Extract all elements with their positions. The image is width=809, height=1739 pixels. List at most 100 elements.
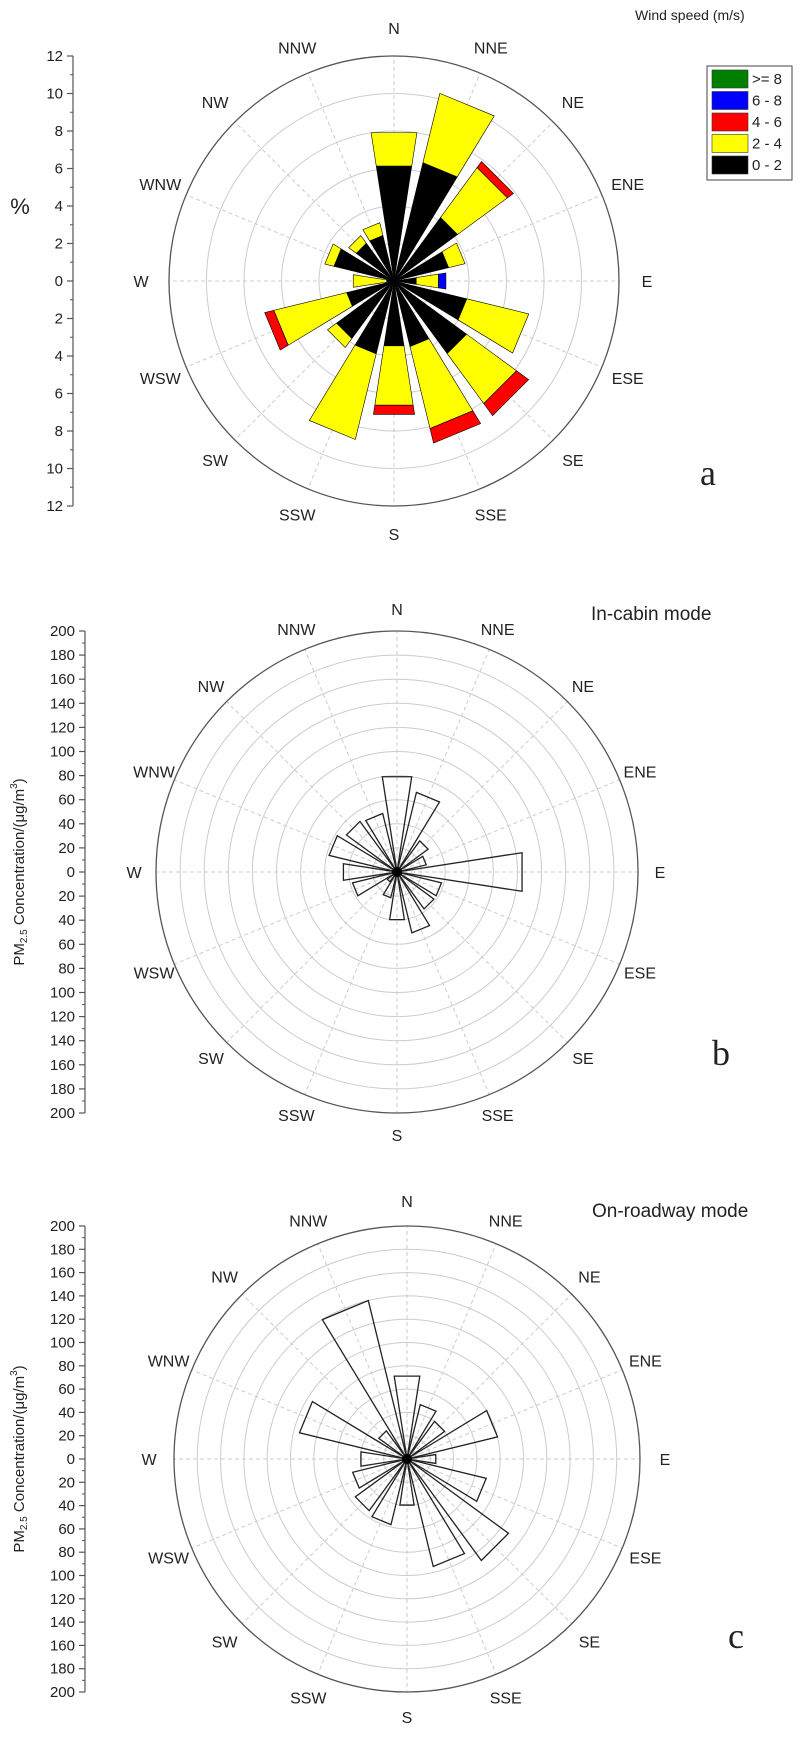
direction-label-nne: NNE [474,40,508,57]
y-axis-label-part: ) [11,1365,28,1370]
axis-tick-label: 180 [50,1081,75,1098]
grid-ring [266,1318,548,1600]
direction-label-n: N [401,1194,413,1211]
direction-label-wnw: WNW [139,177,182,194]
rose-chart-c: NNNENEENEEESESESSESSSWSWWSWWWNWNWNNW2001… [9,1194,749,1727]
legend-label: >= 8 [752,71,782,88]
axis-tick-label: 8 [55,423,63,440]
direction-label-s: S [402,1710,413,1727]
panel-label: a [700,453,716,493]
direction-label-s: S [389,527,400,544]
grid-spoke [406,1369,623,1460]
y-axis-label: PM2.5 Concentration/(μg/m3) [9,778,30,965]
grid-spoke [396,649,490,873]
direction-label-nne: NNE [481,622,515,639]
grid-spoke [174,871,398,965]
grid-ring [220,1272,594,1646]
axis-tick-label: 0 [67,864,75,881]
axis-tick-label: 80 [58,960,75,977]
direction-label-se: SE [572,1051,593,1068]
grid-spoke [396,779,620,873]
bar-wnw [328,834,398,873]
axis-tick-label: 12 [46,498,63,515]
bar-se [406,1458,510,1562]
bar-ese [396,871,443,897]
y-axis-label-subscript: 2.5 [19,929,30,943]
direction-label-sw: SW [198,1051,225,1068]
direction-label-ssw: SSW [278,1108,315,1125]
axis-tick-label: 100 [50,1568,75,1585]
grid-spoke [226,871,398,1043]
y-axis-label-part: PM [11,943,28,966]
direction-label-nnw: NNW [277,622,316,639]
grid-ring [206,93,582,469]
bar-wsw [351,1458,408,1489]
grid-ring [336,1388,478,1530]
bar-s [399,1458,415,1506]
grid-ring [179,654,615,1090]
grid-ring [251,726,543,1018]
bar-nw [345,820,398,873]
direction-label-nnw: NNW [289,1214,328,1231]
bar-nne-series-1 [422,92,495,178]
bar-ne [396,839,430,873]
axis-tick-label: 6 [55,386,63,403]
grid-ring [300,775,494,969]
direction-label-ne: NE [578,1270,600,1287]
direction-label-n: N [388,21,400,38]
axis-tick-label: 0 [55,273,63,290]
bar-wnw-series-1 [324,243,342,267]
direction-label-sw: SW [212,1634,239,1651]
bar-w [360,1451,408,1467]
y-axis-label-part: Concentration/(μg/m [11,1376,28,1516]
direction-label-se: SE [562,453,583,470]
axis-tick-label: 60 [58,792,75,809]
bar-wnw [298,1400,408,1460]
axis-tick-label: 140 [50,1288,75,1305]
legend-title: Wind speed (m/s) [635,7,745,23]
panel-label: b [712,1033,730,1073]
chart-title: On-roadway mode [592,1201,748,1222]
legend-swatch [711,112,749,132]
axis-tick-label: 200 [50,1105,75,1122]
bar-n [381,776,413,873]
bar-wsw [351,871,398,897]
y-axis-label-superscript: 3 [9,783,20,789]
direction-label-ssw: SSW [290,1690,327,1707]
axis-tick-label: 40 [58,912,75,929]
direction-label-e: E [655,865,666,882]
direction-label-nw: NW [198,679,226,696]
grid-spoke [406,1458,573,1625]
bar-e [406,1453,437,1465]
direction-label-e: E [660,1452,671,1469]
direction-label-ne: NE [572,679,594,696]
bar-ssw-series-1 [308,344,377,440]
bar-n-series-1 [370,132,418,167]
axis-tick-label: 2 [55,311,63,328]
axis-tick-label: 10 [46,461,63,478]
y-axis-label: % [10,194,30,219]
axis-tick-label: 140 [50,1614,75,1631]
direction-label-ne: NE [562,95,584,112]
bar-sse [396,871,431,934]
grid-spoke [241,1458,408,1625]
axis-tick-label: 180 [50,1661,75,1678]
axis-tick-label: 160 [50,671,75,688]
axis-tick-label: 120 [50,1311,75,1328]
bar-sw-series-1 [326,322,353,349]
outer-circle [155,630,639,1114]
grid-ring [290,1342,524,1576]
y-axis-label-superscript: 3 [9,1370,20,1376]
grid-spoke [174,779,398,873]
axis-tick-label: 40 [58,816,75,833]
axis-tick-label: 60 [58,1521,75,1538]
legend-label: 2 - 4 [752,136,782,153]
bar-nne [396,791,441,873]
axis-tick-label: 180 [50,1241,75,1258]
axis-tick-label: 100 [50,744,75,761]
bar-s [388,871,406,921]
axis-tick-label: 100 [50,1335,75,1352]
rose-chart-a: N NNE NE ENE E ESE SE SSE S SSW SW WSW W WNW NW NNW 12 10… [10,7,793,544]
bar-se-series-2 [483,370,530,417]
axis-tick-label: 20 [58,840,75,857]
